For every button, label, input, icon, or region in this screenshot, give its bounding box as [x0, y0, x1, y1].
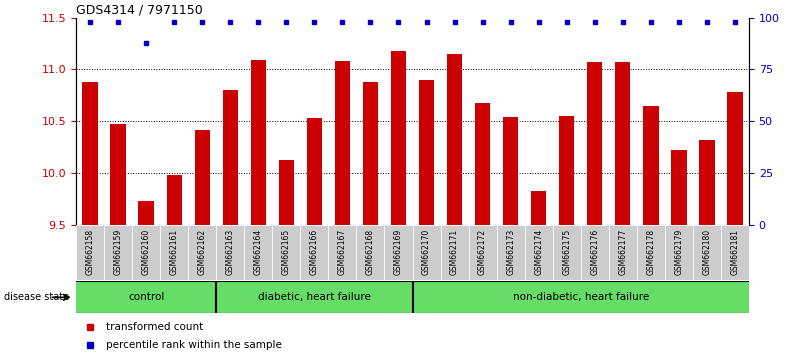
Text: GSM662163: GSM662163	[226, 229, 235, 275]
Text: disease state: disease state	[4, 292, 69, 302]
Bar	[279, 160, 294, 225]
Bar	[76, 281, 216, 313]
FancyBboxPatch shape	[104, 225, 132, 280]
Text: GSM662168: GSM662168	[366, 229, 375, 275]
Bar	[615, 62, 630, 225]
Text: GSM662160: GSM662160	[142, 229, 151, 275]
Bar	[413, 281, 749, 313]
Text: GSM662178: GSM662178	[646, 229, 655, 275]
Text: GSM662164: GSM662164	[254, 229, 263, 275]
Text: GSM662172: GSM662172	[478, 229, 487, 275]
Bar	[251, 60, 266, 225]
Bar	[559, 116, 574, 225]
FancyBboxPatch shape	[497, 225, 525, 280]
Text: non-diabetic, heart failure: non-diabetic, heart failure	[513, 292, 649, 302]
Text: GSM662158: GSM662158	[86, 229, 95, 275]
Bar	[699, 140, 714, 225]
Text: GSM662169: GSM662169	[394, 229, 403, 275]
FancyBboxPatch shape	[244, 225, 272, 280]
Text: GSM662159: GSM662159	[114, 229, 123, 275]
Bar	[223, 90, 238, 225]
Text: percentile rank within the sample: percentile rank within the sample	[107, 340, 282, 350]
Bar	[139, 201, 154, 225]
Text: GSM662166: GSM662166	[310, 229, 319, 275]
FancyBboxPatch shape	[216, 225, 244, 280]
Bar	[643, 106, 658, 225]
Bar	[363, 82, 378, 225]
Text: GSM662171: GSM662171	[450, 229, 459, 275]
Text: GSM662167: GSM662167	[338, 229, 347, 275]
FancyBboxPatch shape	[328, 225, 356, 280]
Text: GSM662161: GSM662161	[170, 229, 179, 275]
Bar	[335, 61, 350, 225]
FancyBboxPatch shape	[609, 225, 637, 280]
Text: transformed count: transformed count	[107, 322, 203, 332]
Text: GSM662175: GSM662175	[562, 229, 571, 275]
FancyBboxPatch shape	[721, 225, 749, 280]
Text: GSM662179: GSM662179	[674, 229, 683, 275]
Text: control: control	[128, 292, 164, 302]
Text: GSM662170: GSM662170	[422, 229, 431, 275]
Text: GSM662173: GSM662173	[506, 229, 515, 275]
FancyBboxPatch shape	[76, 225, 104, 280]
Text: diabetic, heart failure: diabetic, heart failure	[258, 292, 371, 302]
Text: GSM662177: GSM662177	[618, 229, 627, 275]
FancyBboxPatch shape	[693, 225, 721, 280]
Bar	[587, 62, 602, 225]
Bar	[111, 124, 126, 225]
FancyBboxPatch shape	[553, 225, 581, 280]
FancyBboxPatch shape	[272, 225, 300, 280]
FancyBboxPatch shape	[300, 225, 328, 280]
FancyBboxPatch shape	[581, 225, 609, 280]
Bar	[391, 51, 406, 225]
FancyBboxPatch shape	[441, 225, 469, 280]
Text: GSM662174: GSM662174	[534, 229, 543, 275]
FancyBboxPatch shape	[356, 225, 384, 280]
Bar	[671, 150, 686, 225]
Text: GSM662165: GSM662165	[282, 229, 291, 275]
Bar	[216, 281, 413, 313]
Bar	[419, 80, 434, 225]
FancyBboxPatch shape	[160, 225, 188, 280]
Bar	[195, 130, 210, 225]
FancyBboxPatch shape	[413, 225, 441, 280]
FancyBboxPatch shape	[525, 225, 553, 280]
FancyBboxPatch shape	[132, 225, 160, 280]
Bar	[727, 92, 743, 225]
FancyBboxPatch shape	[188, 225, 216, 280]
FancyBboxPatch shape	[469, 225, 497, 280]
Bar	[83, 82, 98, 225]
Bar	[475, 103, 490, 225]
Text: GDS4314 / 7971150: GDS4314 / 7971150	[76, 4, 203, 17]
FancyBboxPatch shape	[384, 225, 413, 280]
Text: GSM662180: GSM662180	[702, 229, 711, 275]
Bar	[307, 118, 322, 225]
FancyBboxPatch shape	[665, 225, 693, 280]
Bar	[531, 190, 546, 225]
Text: GSM662181: GSM662181	[731, 229, 739, 275]
FancyBboxPatch shape	[637, 225, 665, 280]
Text: GSM662162: GSM662162	[198, 229, 207, 275]
Bar	[447, 54, 462, 225]
Bar	[503, 117, 518, 225]
Text: GSM662176: GSM662176	[590, 229, 599, 275]
Bar	[167, 175, 182, 225]
